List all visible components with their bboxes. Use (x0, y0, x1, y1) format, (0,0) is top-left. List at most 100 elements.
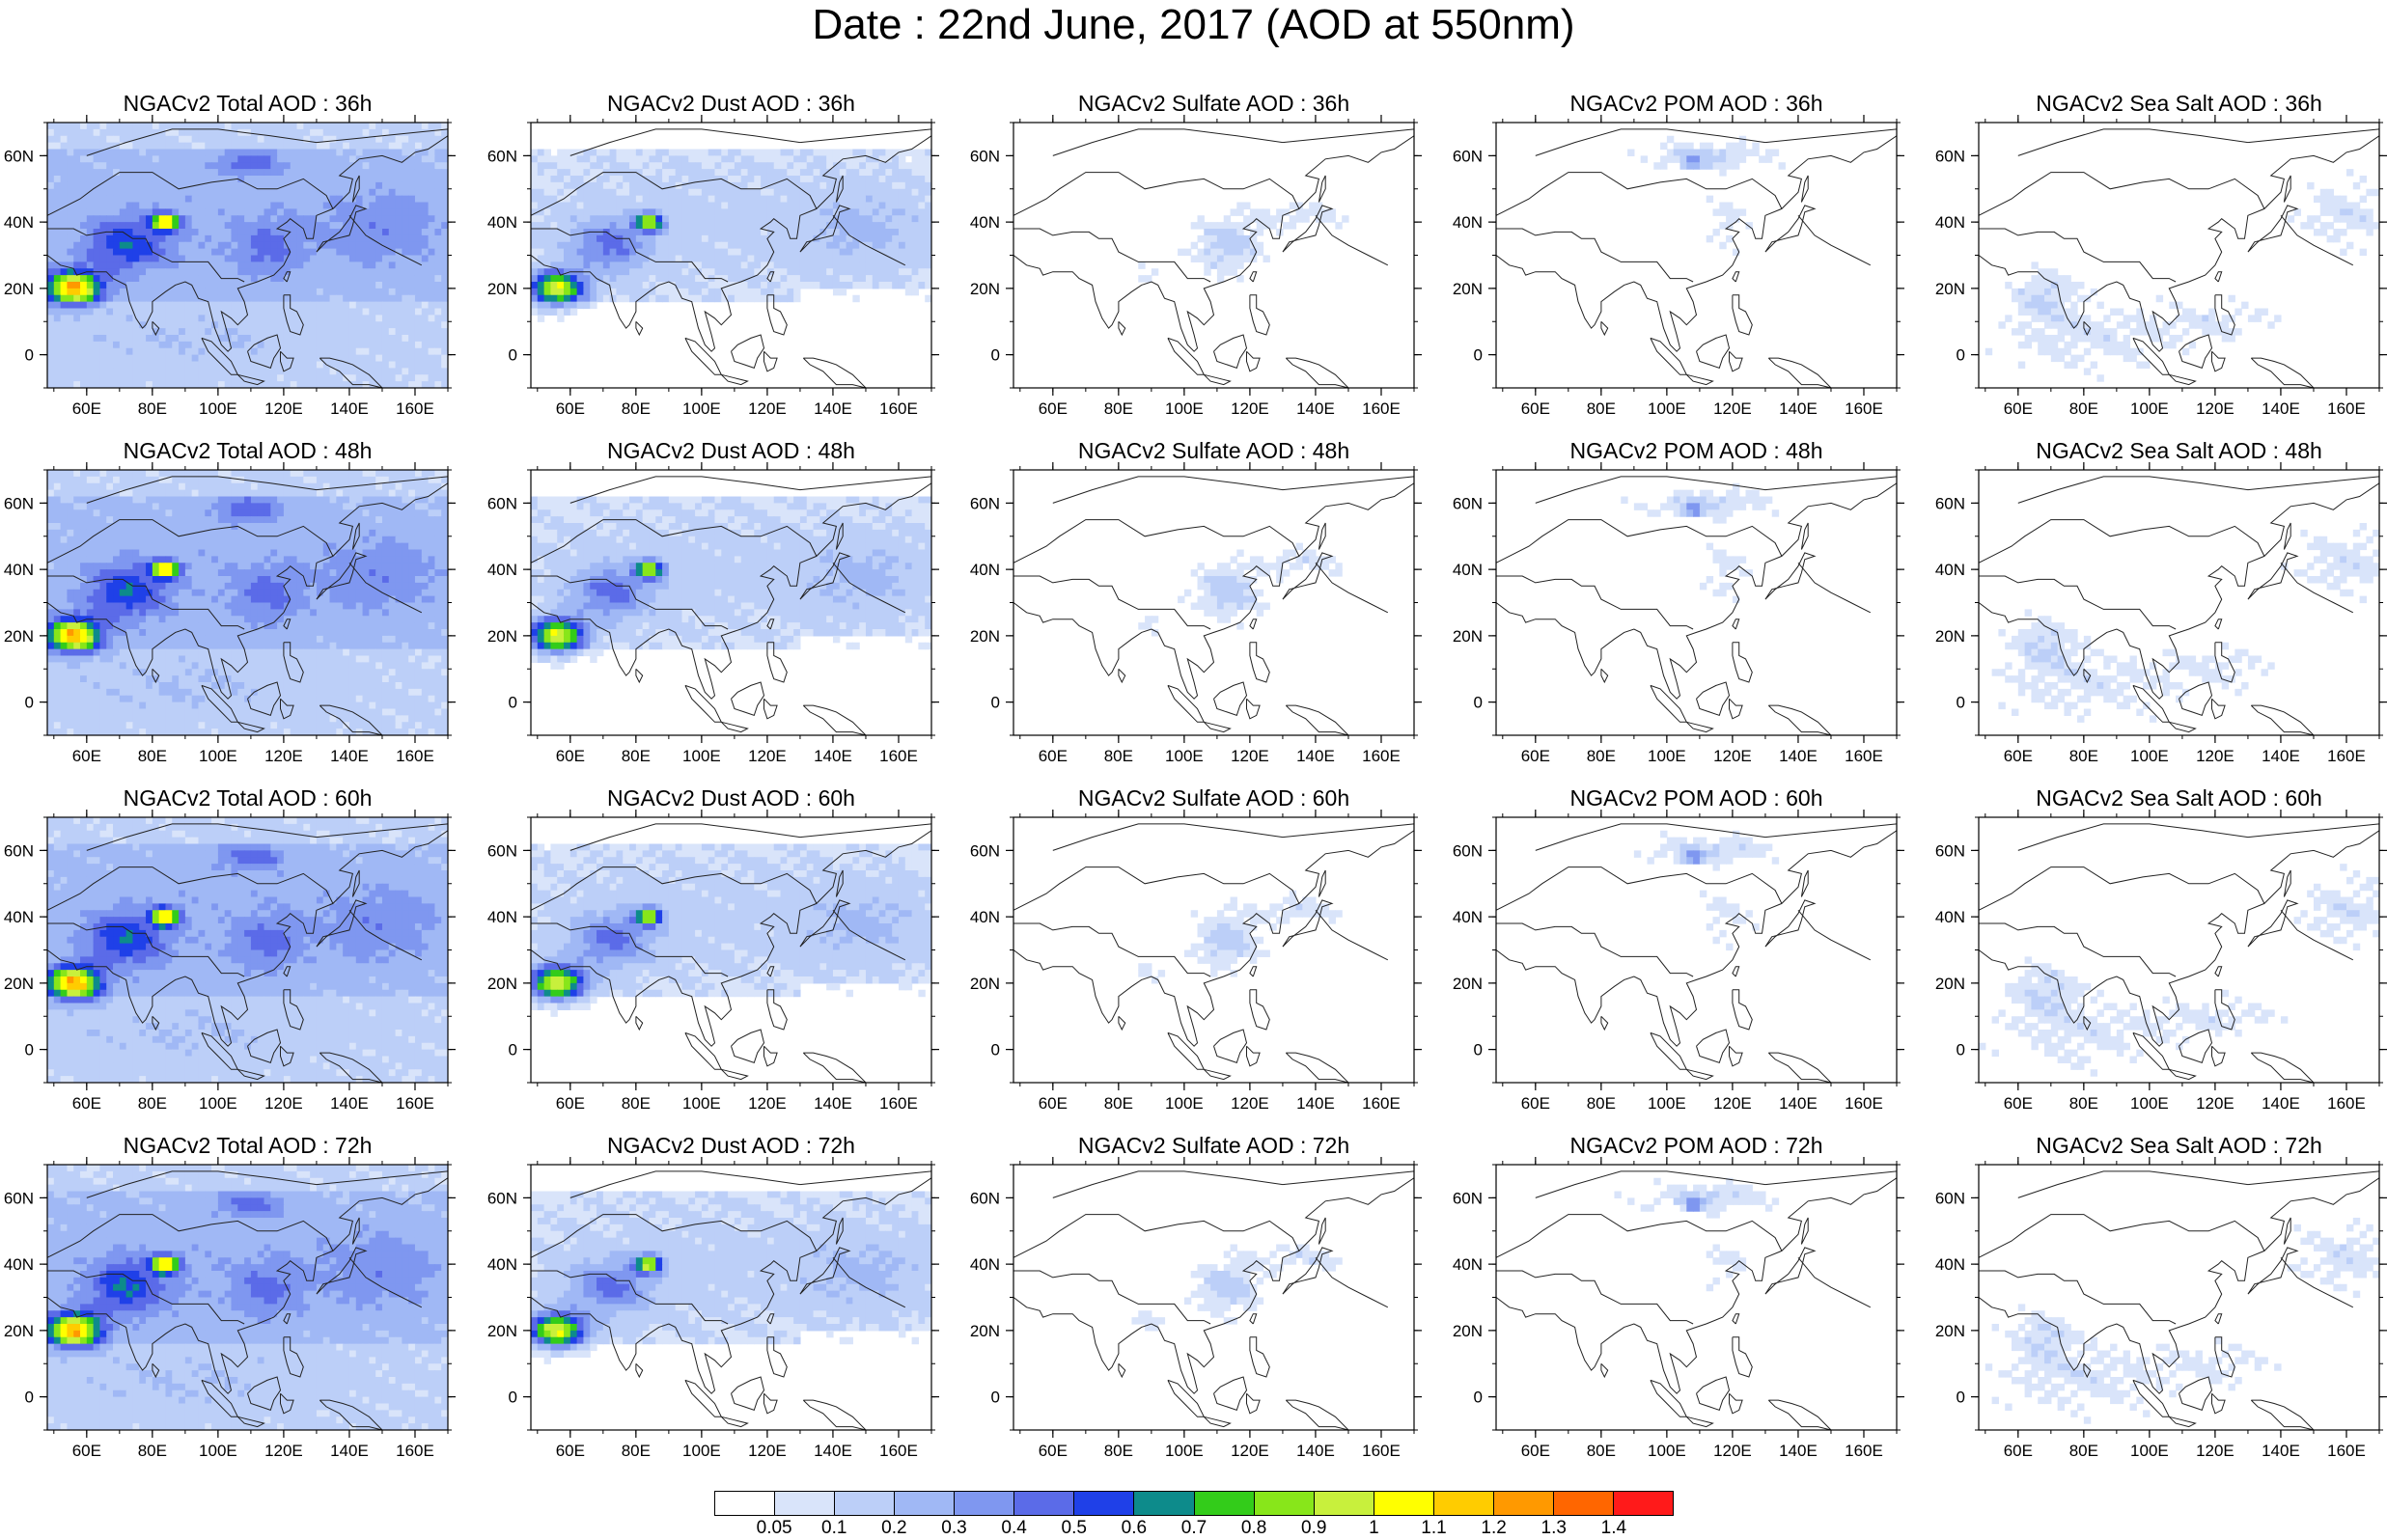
aod-field (1496, 817, 1897, 1083)
lon-tick-label: 120E (748, 747, 787, 765)
lon-tick-label: 140E (2262, 747, 2300, 765)
lon-tick-label: 80E (2069, 399, 2098, 418)
lat-tick-label: 20N (487, 627, 517, 646)
lat-tick-label: 40N (970, 213, 1000, 232)
lon-tick-label: 100E (199, 747, 237, 765)
coastlines (47, 476, 448, 735)
lon-tick-label: 160E (1845, 399, 1883, 418)
lon-tick-label: 120E (1231, 1094, 1269, 1113)
lon-tick-label: 160E (879, 399, 918, 418)
lon-tick-label: 160E (879, 747, 918, 765)
aod-field (47, 470, 448, 735)
panel-title: NGACv2 Total AOD : 60h (124, 785, 373, 811)
lat-tick-label: 0 (1474, 1389, 1483, 1407)
panel-title: NGACv2 POM AOD : 48h (1569, 438, 1822, 463)
aod-field (531, 1165, 931, 1430)
lon-tick-label: 140E (814, 1442, 852, 1460)
lat-tick-label: 20N (970, 627, 1000, 646)
aod-field (1496, 470, 1897, 735)
lon-tick-label: 100E (682, 1094, 721, 1113)
lon-tick-label: 100E (1165, 1442, 1204, 1460)
colorbar-cell (955, 1492, 1015, 1515)
lat-tick-label: 20N (4, 975, 34, 993)
lon-tick-label: 100E (1648, 399, 1686, 418)
map-panel: NGACv2 Sulfate AOD : 36h 60E 80E 100E 120E 14… (970, 91, 1422, 418)
lon-tick-label: 140E (1779, 1094, 1818, 1113)
lat-tick-label: 60N (487, 841, 517, 860)
map-panel: NGACv2 Sulfate AOD : 60h 60E 80E 100E 120E 14… (970, 785, 1422, 1113)
colorbar-cell (1014, 1492, 1075, 1515)
panel-title: NGACv2 POM AOD : 72h (1569, 1133, 1822, 1158)
lon-tick-label: 140E (1779, 747, 1818, 765)
lat-tick-label: 60N (487, 494, 517, 512)
colorbar-cell (1613, 1492, 1673, 1515)
lat-tick-label: 0 (991, 346, 1000, 365)
lon-tick-label: 80E (138, 747, 167, 765)
lon-tick-label: 120E (1713, 1094, 1752, 1113)
lat-tick-label: 20N (487, 975, 517, 993)
colorbar-cell (895, 1492, 956, 1515)
lat-tick-label: 0 (1957, 1041, 1965, 1059)
lat-tick-label: 60N (1453, 494, 1483, 512)
lat-tick-label: 40N (1453, 1255, 1483, 1274)
colorbar-label: 0.9 (1301, 1518, 1327, 1538)
lon-tick-label: 60E (1039, 747, 1068, 765)
lat-tick-label: 20N (1935, 975, 1965, 993)
coastlines (1013, 476, 1414, 735)
lon-tick-label: 80E (1104, 747, 1133, 765)
colorbar-label: 0.2 (881, 1518, 907, 1538)
lon-tick-label: 140E (1296, 399, 1335, 418)
lat-tick-label: 60N (970, 494, 1000, 512)
lat-tick-label: 0 (509, 694, 517, 712)
lat-tick-label: 0 (25, 346, 34, 365)
panel-title: NGACv2 Total AOD : 72h (124, 1133, 373, 1158)
colorbar-label: 0.05 (756, 1518, 792, 1538)
lat-tick-label: 0 (509, 1389, 517, 1407)
lat-tick-label: 20N (1935, 1322, 1965, 1340)
lon-tick-label: 120E (1231, 747, 1269, 765)
lon-tick-label: 160E (1362, 1094, 1401, 1113)
colorbar-cell (715, 1492, 776, 1515)
map-panel: NGACv2 POM AOD : 72h 60E 80E 100E 120E 140E 16… (1453, 1133, 1904, 1460)
map-panel: NGACv2 Total AOD : 48h 60E 80E 100E 120E 140E… (4, 438, 456, 765)
lon-tick-label: 80E (2069, 747, 2098, 765)
colorbar-label: 1.2 (1481, 1518, 1507, 1538)
lat-tick-label: 40N (970, 561, 1000, 579)
colorbar-label: 0.3 (941, 1518, 967, 1538)
lat-tick-label: 20N (1935, 280, 1965, 298)
coastlines (1496, 128, 1897, 388)
lat-tick-label: 20N (4, 1322, 34, 1340)
panel-title: NGACv2 POM AOD : 36h (1569, 91, 1822, 116)
lat-tick-label: 40N (1453, 213, 1483, 232)
lat-tick-label: 40N (1453, 908, 1483, 926)
lon-tick-label: 140E (2262, 1442, 2300, 1460)
lon-tick-label: 80E (622, 399, 651, 418)
lon-tick-label: 80E (622, 1442, 651, 1460)
panel-title: NGACv2 Sea Salt AOD : 60h (2036, 785, 2322, 811)
colorbar-label: 0.4 (1001, 1518, 1027, 1538)
coastlines (1496, 1170, 1897, 1430)
aod-field (1979, 817, 2379, 1083)
lon-tick-label: 120E (264, 747, 303, 765)
lat-tick-label: 40N (4, 213, 34, 232)
aod-field (531, 817, 931, 1083)
lat-tick-label: 0 (1957, 346, 1965, 365)
lat-tick-label: 40N (970, 1255, 1000, 1274)
lon-tick-label: 140E (814, 747, 852, 765)
lon-tick-label: 80E (1587, 399, 1616, 418)
lat-tick-label: 20N (970, 280, 1000, 298)
lat-tick-label: 60N (1453, 1189, 1483, 1207)
lon-tick-label: 160E (396, 399, 434, 418)
lat-tick-label: 60N (1935, 494, 1965, 512)
lat-tick-label: 20N (970, 975, 1000, 993)
lat-tick-label: 40N (487, 1255, 517, 1274)
aod-field (47, 1165, 448, 1430)
colorbar-cell (1194, 1492, 1255, 1515)
lon-tick-label: 120E (1231, 399, 1269, 418)
lat-tick-label: 60N (970, 147, 1000, 165)
lon-tick-label: 60E (2004, 1442, 2033, 1460)
map-panel: NGACv2 Dust AOD : 60h 60E 80E 100E 120E 140E 1… (487, 785, 939, 1113)
panel-title: NGACv2 Sulfate AOD : 36h (1078, 91, 1349, 116)
panel-title: NGACv2 Sea Salt AOD : 72h (2036, 1133, 2322, 1158)
